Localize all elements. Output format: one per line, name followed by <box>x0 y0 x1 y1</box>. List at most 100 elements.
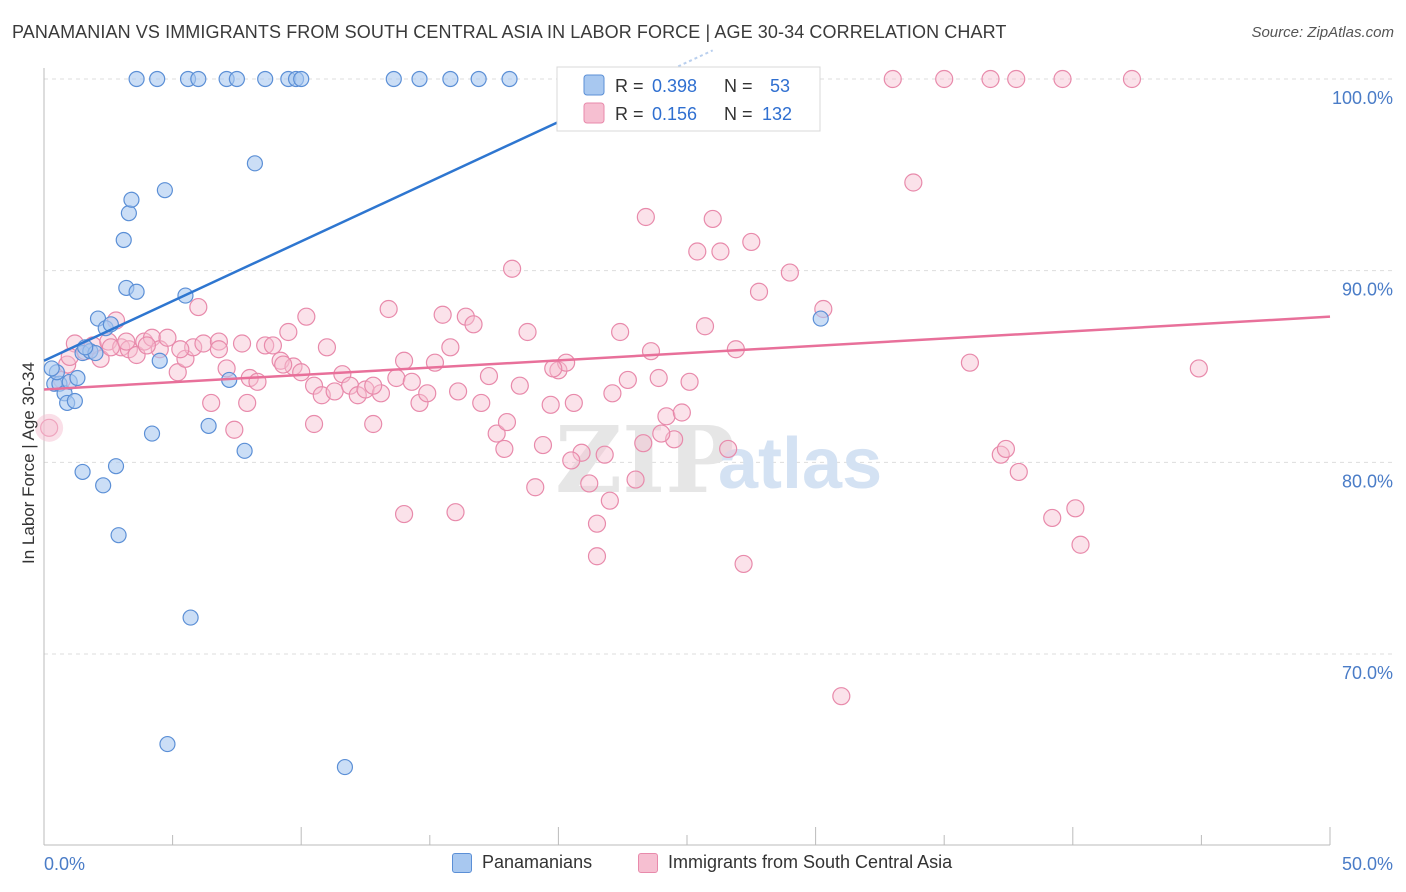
panamanians-point <box>200 417 217 435</box>
immigrants-point <box>904 173 923 192</box>
y-axis-title: In Labor Force | Age 30-34 <box>19 362 38 564</box>
legend-n-label-1: N = <box>724 76 753 96</box>
panamanians-point <box>128 283 145 300</box>
immigrants-point <box>317 338 337 357</box>
immigrants-point <box>832 687 851 706</box>
immigrants-point <box>441 338 460 357</box>
immigrants-point <box>495 439 514 459</box>
immigrants-point <box>587 547 607 566</box>
immigrants-point <box>780 263 799 282</box>
immigrants-point <box>238 393 257 413</box>
immigrants-point <box>518 322 537 342</box>
immigrants-point <box>1053 69 1072 89</box>
panamanians-point <box>385 70 402 88</box>
immigrants-point <box>225 420 244 439</box>
legend: R = 0.398 N = 53 R = 0.156 N = 132 <box>556 66 821 132</box>
immigrants-point <box>618 370 637 390</box>
legend-n-label-2: N = <box>724 104 753 124</box>
immigrants-point <box>611 322 630 342</box>
panamanians-swatch <box>452 852 472 873</box>
immigrants-point <box>533 435 553 455</box>
panamanians-point <box>470 70 487 88</box>
immigrants-point <box>595 445 614 464</box>
panamanians-point <box>182 609 199 626</box>
panamanians-point <box>411 70 428 88</box>
immigrants-point <box>649 368 668 388</box>
chart-source: Source: ZipAtlas.com <box>1251 24 1394 41</box>
panamanians-point <box>95 477 112 494</box>
immigrants-point <box>209 332 228 351</box>
panamanians-point <box>43 360 60 377</box>
immigrants-point <box>541 395 560 414</box>
immigrants-point <box>510 376 529 395</box>
tick-labels: 70.0% 80.0% 90.0% 100.0% 0.0% 50.0% <box>44 88 1393 874</box>
immigrants-point <box>456 307 475 326</box>
immigrants-point <box>1009 462 1028 482</box>
immigrants-point <box>991 445 1010 464</box>
panamanians-point <box>336 758 354 776</box>
immigrants-point <box>600 491 619 510</box>
immigrants-point <box>256 336 275 355</box>
x-tick-label-max: 50.0% <box>1342 854 1393 874</box>
axes <box>43 68 1331 846</box>
immigrants-point <box>394 351 414 370</box>
panamanians-point <box>151 352 168 369</box>
immigrants-point <box>297 307 316 326</box>
immigrants-point <box>657 407 676 426</box>
immigrants-point <box>526 478 545 497</box>
immigrants-point <box>274 355 293 374</box>
panamanians-point <box>66 392 83 410</box>
panamanians-point <box>156 182 173 199</box>
immigrants-point <box>562 451 581 470</box>
immigrants-point <box>364 376 383 395</box>
immigrants-point <box>487 424 506 443</box>
immigrants-point <box>189 297 208 317</box>
bottom-legend-immigrants: Immigrants from South Central Asia <box>638 852 952 873</box>
immigrants-point <box>742 232 761 252</box>
panamanians-point <box>110 527 127 544</box>
panamanians-point <box>143 425 161 442</box>
immigrants-point <box>672 403 691 422</box>
immigrants-point <box>1122 69 1142 89</box>
legend-swatch-immigrants <box>583 102 605 124</box>
chart-title: PANAMANIAN VS IMMIGRANTS FROM SOUTH CENT… <box>12 22 1007 42</box>
immigrants-point <box>503 259 522 278</box>
bottom-legend-label-1: Panamanians <box>482 852 593 872</box>
panamanians-point <box>149 70 166 88</box>
panamanians-point <box>246 155 264 172</box>
immigrants-point <box>703 209 722 229</box>
legend-n-value-1: 53 <box>770 76 790 96</box>
immigrants-point <box>734 554 753 574</box>
trendlines <box>43 49 1331 391</box>
panamanians-point <box>107 458 125 475</box>
immigrants-point <box>580 474 599 493</box>
y-tick-label: 70.0% <box>1342 663 1393 683</box>
immigrants-point <box>1066 499 1085 518</box>
immigrants-point <box>960 353 980 372</box>
panamanians-point <box>257 70 274 88</box>
immigrants-point <box>194 334 213 353</box>
immigrants-point <box>1007 69 1026 89</box>
immigrants-point <box>418 384 437 403</box>
immigrants-point <box>433 305 452 324</box>
immigrants-point <box>652 424 671 443</box>
immigrants-point-large <box>35 413 64 442</box>
immigrants-point <box>117 332 136 351</box>
panamanians-point <box>228 70 245 88</box>
immigrants-point <box>292 363 311 382</box>
legend-r-value-2: 0.156 <box>652 104 697 124</box>
watermark: ZIP atlas <box>555 406 882 514</box>
immigrants-point <box>364 414 383 434</box>
panamanians-point <box>123 191 140 208</box>
bottom-legend: Panamanians Immigrants from South Centra… <box>0 852 1406 878</box>
immigrants-point <box>263 336 283 355</box>
immigrants-point <box>749 282 769 301</box>
immigrants-point <box>636 207 655 227</box>
panamanians-point <box>442 70 459 88</box>
immigrants-point <box>544 359 563 378</box>
legend-swatch-panamanians <box>583 74 605 96</box>
panamanians-point <box>236 442 253 459</box>
immigrants-point <box>935 69 954 89</box>
panamanians-point <box>501 70 518 88</box>
legend-r-value-1: 0.398 <box>652 76 697 96</box>
